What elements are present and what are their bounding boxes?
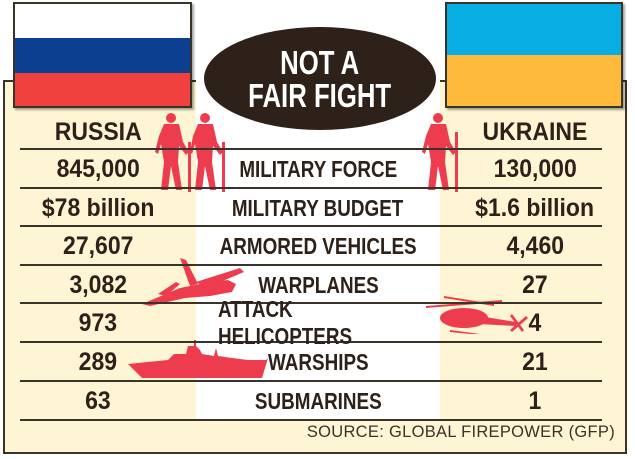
ukraine-value: 4 [528, 308, 542, 337]
russia-value: 289 [78, 347, 118, 376]
category-label: ATTACK HELICOPTERS [217, 296, 353, 349]
soldier-icon [422, 113, 458, 192]
title-badge: NOT A FAIR FIGHT [204, 27, 436, 130]
ukraine-flag [445, 2, 623, 108]
ukraine-value: 21 [522, 347, 548, 376]
soldiers-icon [155, 113, 225, 192]
row-divider [20, 187, 602, 189]
flag-stripe-blue [447, 4, 621, 55]
russia-value: 973 [78, 308, 118, 337]
category-label: ARMORED VEHICLES [219, 232, 417, 259]
ukraine-value: 4,460 [506, 231, 564, 260]
category-label: WARSHIPS [267, 348, 369, 375]
ukraine-value: 1 [528, 386, 542, 415]
title-line-1: NOT A [280, 43, 360, 81]
flag-stripe-red [15, 73, 190, 106]
ukraine-value: 130,000 [493, 154, 577, 183]
category-label: MILITARY BUDGET [232, 194, 404, 221]
russia-value: 27,607 [62, 231, 134, 260]
russia-header: RUSSIA [54, 117, 142, 146]
russia-value: 63 [85, 386, 111, 415]
row-divider [20, 225, 602, 227]
category-label: MILITARY FORCE [239, 155, 397, 182]
flag-stripe-yellow [447, 55, 621, 106]
russia-value: 845,000 [56, 154, 140, 183]
row-divider [20, 380, 602, 382]
russia-value: $78 billion [41, 193, 155, 222]
row-divider [20, 302, 602, 304]
flag-stripe-blue [15, 38, 190, 73]
russia-value: 3,082 [69, 270, 127, 299]
source-note: SOURCE: GLOBAL FIREPOWER (GFP) [306, 423, 615, 441]
row-divider [20, 341, 602, 343]
russia-flag [13, 2, 192, 108]
title-line-2: FAIR FIGHT [248, 76, 392, 114]
ukraine-value: 27 [522, 270, 548, 299]
row-divider [20, 148, 602, 150]
warship-icon [128, 340, 268, 378]
row-divider [20, 419, 602, 421]
ukraine-value: $1.6 billion [475, 193, 595, 222]
category-label: WARPLANES [257, 271, 379, 298]
category-label: SUBMARINES [254, 387, 382, 414]
row-divider [20, 264, 602, 266]
flag-stripe-white [15, 4, 190, 38]
ukraine-header: UKRAINE [482, 117, 588, 146]
